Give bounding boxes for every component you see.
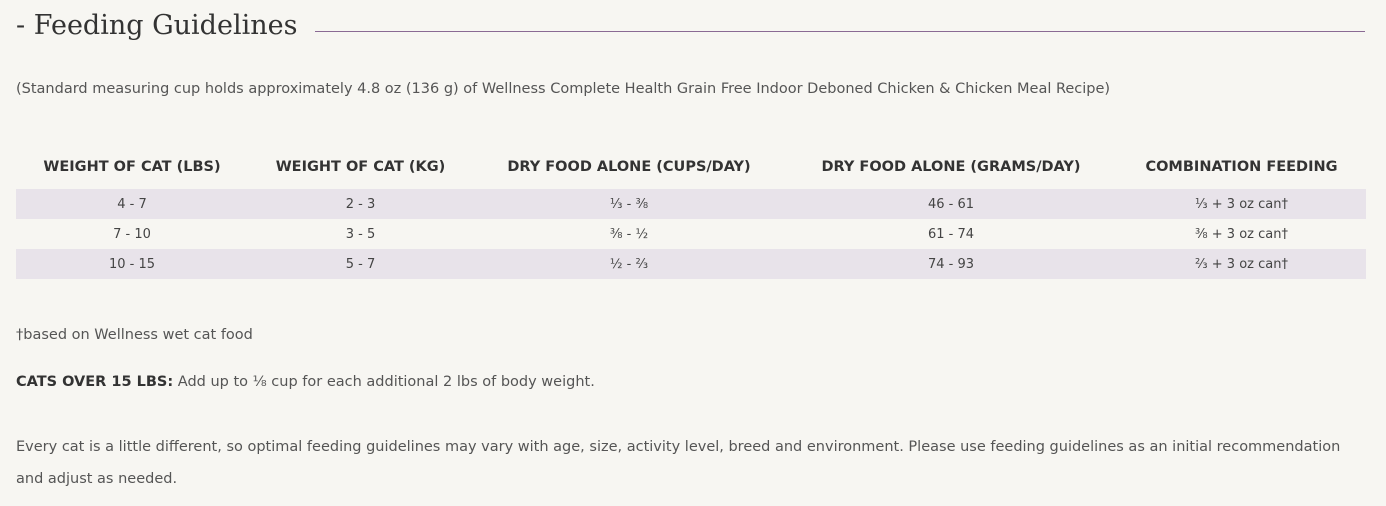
table-cell: ½ - ⅔ (473, 249, 785, 279)
table-cell: 3 - 5 (345, 226, 376, 242)
table-cell: 10 - 15 (16, 249, 248, 279)
table-cell: 61 - 74 (927, 226, 975, 242)
section-title: - Feeding Guidelines (16, 10, 298, 41)
table-cell: ⅔ + 3 oz can† (1117, 249, 1366, 279)
column-header: DRY FOOD ALONE (GRAMS/DAY) (821, 159, 1081, 175)
extra-label: CATS OVER 15 LBS: (16, 374, 174, 390)
column-header: WEIGHT OF CAT (KG) (275, 159, 446, 175)
title-rule (315, 31, 1365, 32)
column-header: WEIGHT OF CAT (LBS) (43, 159, 221, 175)
column-header: DRY FOOD ALONE (CUPS/DAY) (507, 159, 751, 175)
table-cell: ⅜ - ½ (609, 226, 649, 242)
table-cell: 5 - 7 (248, 249, 473, 279)
table-cell: ⅜ + 3 oz can† (1195, 226, 1288, 242)
footnote: †based on Wellness wet cat food (16, 327, 253, 343)
table-cell: ⅓ + 3 oz can† (1117, 189, 1366, 219)
note: (Standard measuring cup holds approximat… (16, 81, 1111, 97)
table-cell: ⅓ - ⅜ (473, 189, 785, 219)
table-cell: 7 - 10 (113, 226, 151, 242)
extra-text: Add up to ⅛ cup for each additional 2 lb… (177, 374, 595, 390)
table-cell: 4 - 7 (16, 189, 248, 219)
paragraph: Every cat is a little different, so opti… (16, 439, 1341, 487)
table-cell: 46 - 61 (785, 189, 1117, 219)
table-cell: 2 - 3 (248, 189, 473, 219)
header-row: WEIGHT OF CAT (LBS) WEIGHT OF CAT (KG) DRY… (16, 152, 1366, 189)
feeding-table: WEIGHT OF CAT (LBS) WEIGHT OF CAT (KG) DRY… (16, 152, 1366, 279)
table-row: 7 - 10 3 - 5 ⅜ - ½ 61 - 74 ⅜ + 3 oz can† (16, 219, 1366, 249)
extra-note: CATS OVER 15 LBS: Add up to ⅛ cup for ea… (16, 374, 595, 390)
column-header: COMBINATION FEEDING (1145, 159, 1338, 175)
table-cell: 74 - 93 (785, 249, 1117, 279)
